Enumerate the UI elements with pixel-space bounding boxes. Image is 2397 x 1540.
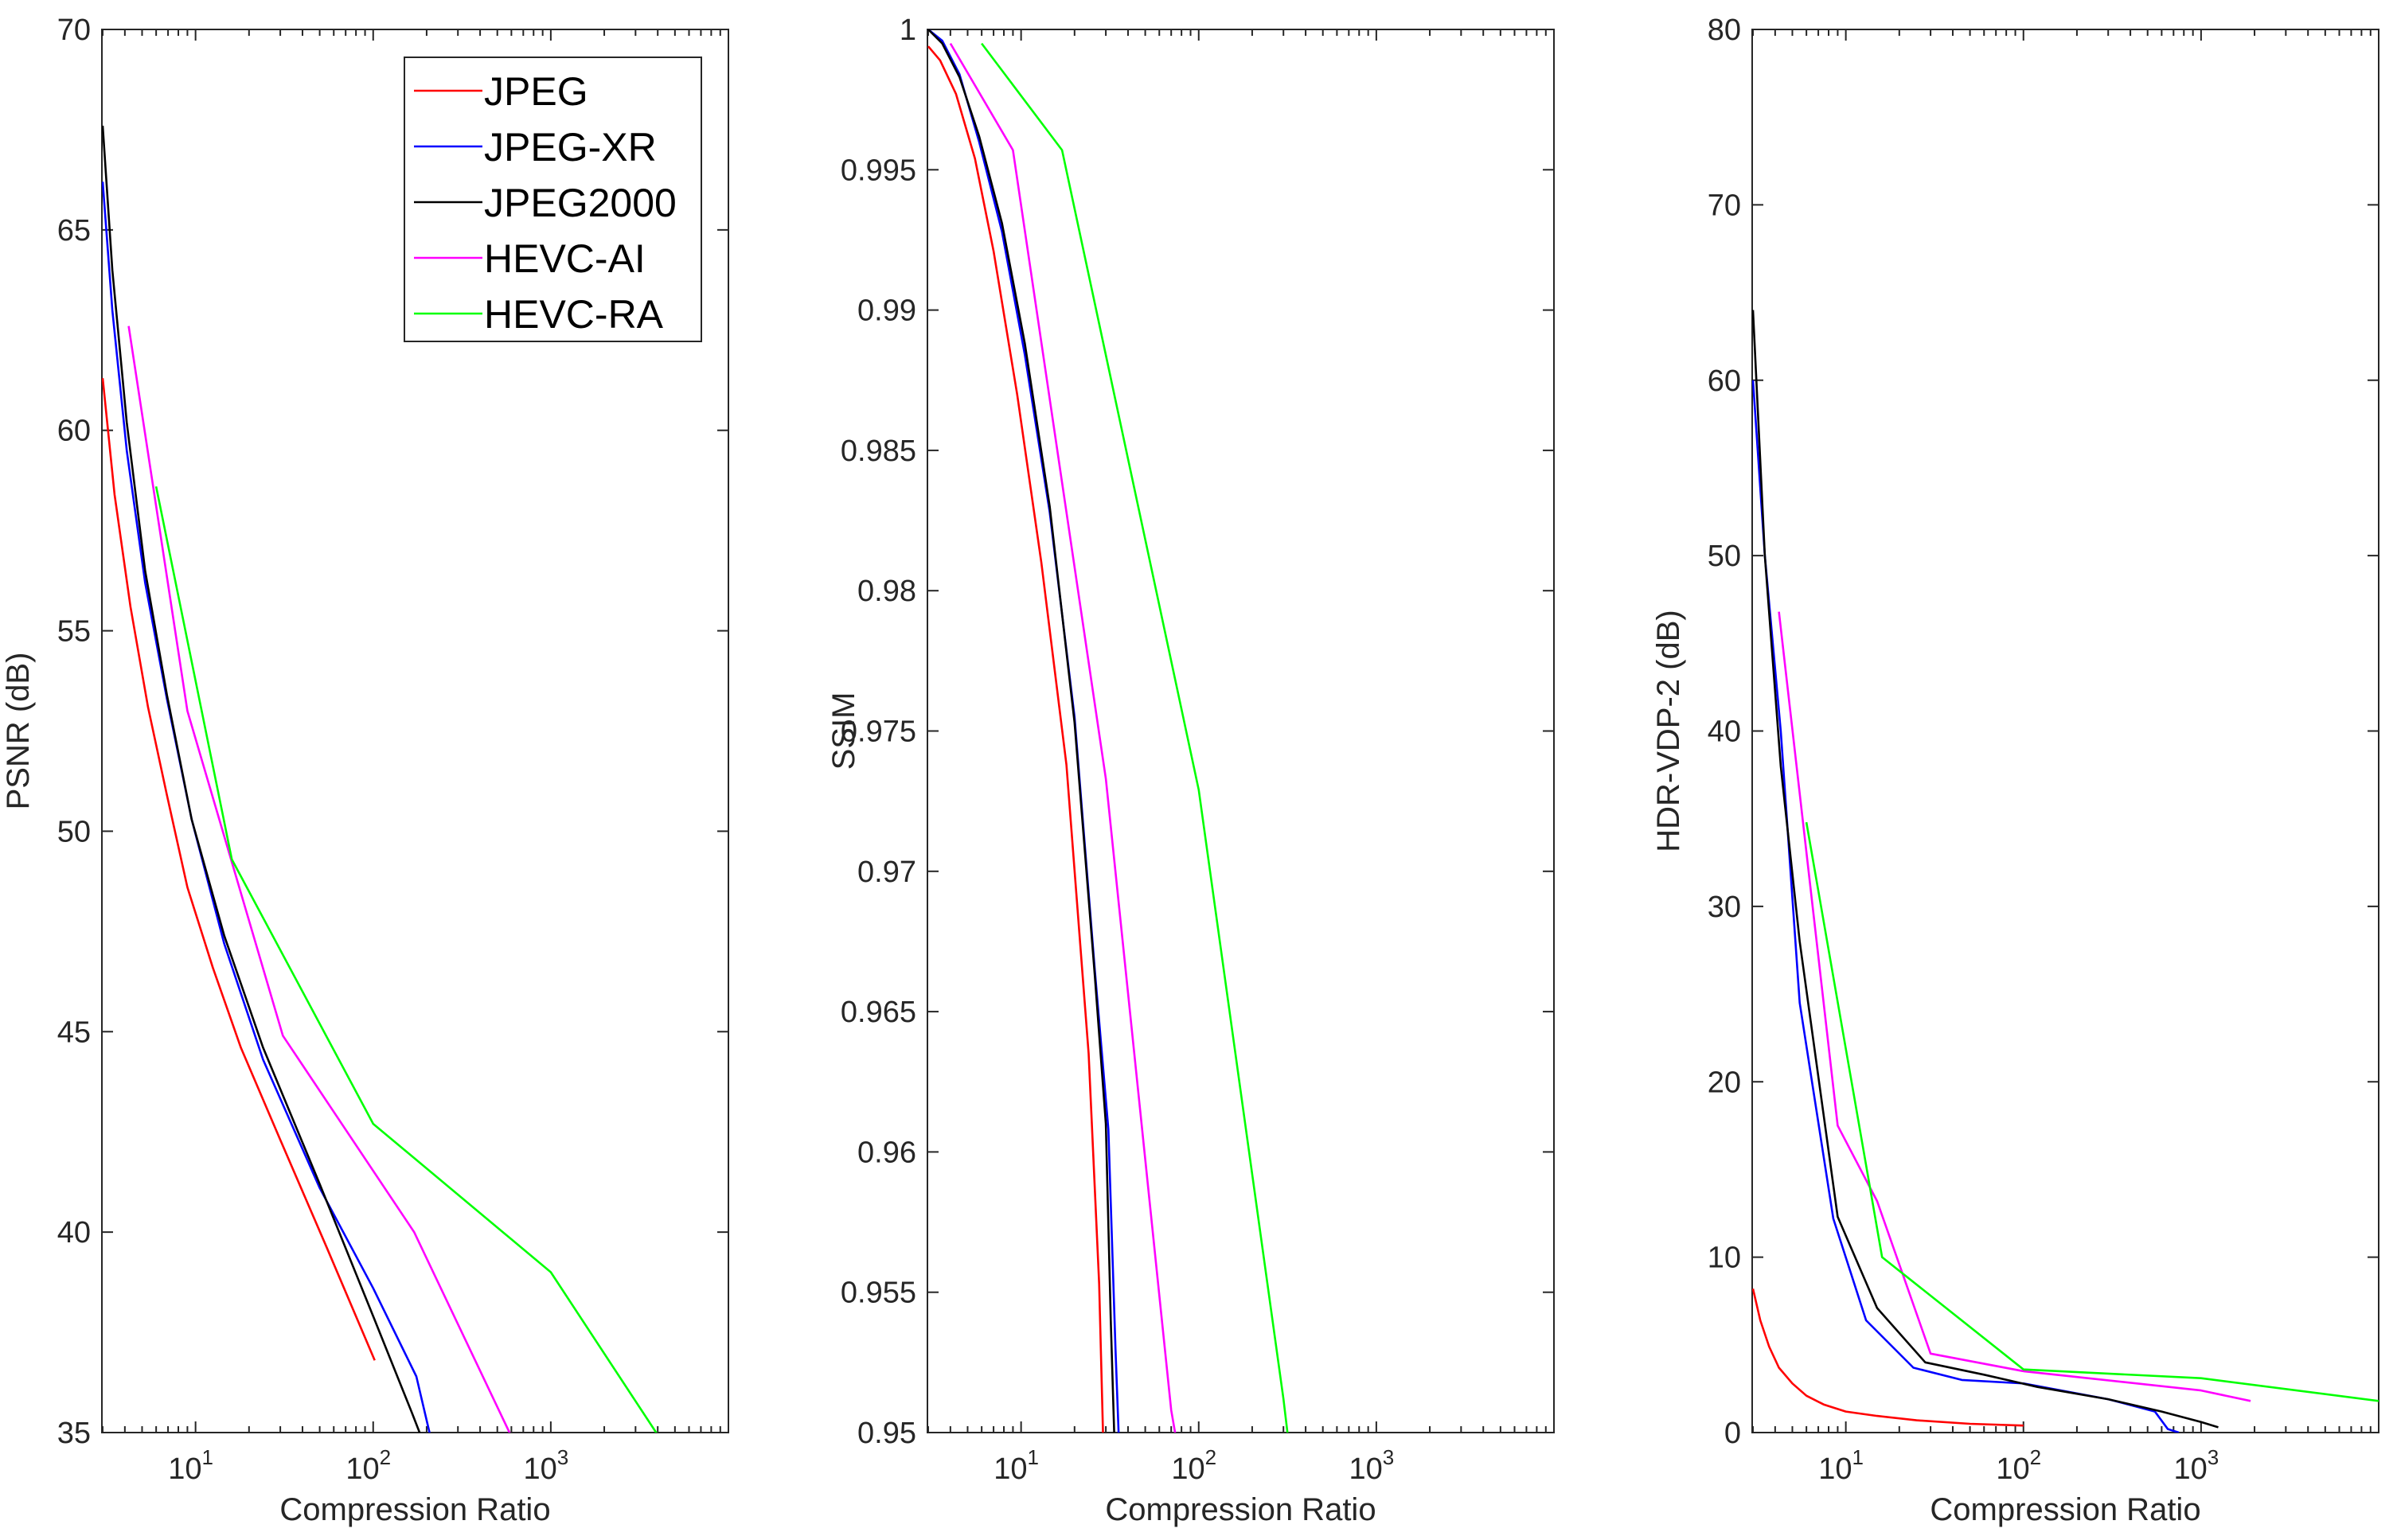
psnr-series-jpeg <box>102 378 376 1361</box>
psnr-ytick-label: 40 <box>57 1216 91 1250</box>
psnr-xtick-label: 102 <box>345 1445 391 1486</box>
ssim-ytick-label: 0.955 <box>841 1277 916 1310</box>
hdr-vdp2-ytick-label: 40 <box>1708 715 1741 749</box>
psnr-ytick-label: 65 <box>57 214 91 248</box>
hdr-vdp2-axes-frame <box>1751 29 2379 1433</box>
ssim-ytick-label: 0.97 <box>857 856 916 889</box>
psnr-ytick-label: 50 <box>57 815 91 848</box>
legend-label-hevc-ai: HEVC-AI <box>484 236 646 281</box>
ssim-ytick-label: 0.995 <box>841 154 916 187</box>
legend-label-jpeg-xr: JPEG-XR <box>484 125 657 170</box>
psnr-ytick-label: 70 <box>57 14 91 47</box>
ssim-xlabel: Compression Ratio <box>1105 1492 1376 1527</box>
ssim-series-jpeg <box>927 45 1104 1433</box>
hdr-vdp2-series-jpeg-xr <box>1752 380 2180 1433</box>
hdr-vdp2-xtick-label: 103 <box>2174 1445 2219 1486</box>
legend: JPEG JPEG-XR JPEG2000 HEVC-AI HEVC-RA <box>404 57 702 342</box>
psnr-series-hevc-ai <box>127 326 511 1433</box>
ssim-ytick-label: 0.98 <box>857 575 916 608</box>
ssim-xtick-label: 102 <box>1171 1445 1216 1486</box>
ssim-ytick-label: 0.965 <box>841 996 916 1029</box>
hdr-vdp2-series-jpeg2000 <box>1752 310 2219 1429</box>
legend-box <box>404 57 702 342</box>
ssim-ytick-label: 0.975 <box>841 715 916 749</box>
hdr-vdp2-ytick-label: 50 <box>1708 540 1741 573</box>
ssim-ylabel: SSIM <box>826 692 861 770</box>
ssim-ytick-label: 0.96 <box>857 1136 916 1169</box>
hdr-vdp2-panel: 0 10 20 30 40 50 60 70 80 101 102 103 Compression Ra… <box>1651 14 2379 1527</box>
psnr-ylabel: PSNR (dB) <box>1 653 36 810</box>
hdr-vdp2-ytick-label: 20 <box>1708 1066 1741 1099</box>
hdr-vdp2-ylabel: HDR-VDP-2 (dB) <box>1651 610 1686 852</box>
hdr-vdp2-ytick-label: 10 <box>1708 1242 1741 1275</box>
hdr-vdp2-series-jpeg <box>1752 1289 2024 1427</box>
psnr-ytick-label: 60 <box>57 415 91 448</box>
legend-label-jpeg: JPEG <box>484 69 588 114</box>
ssim-panel: 0.95 0.955 0.96 0.965 0.97 0.975 0.98 0.985 0.99… <box>826 14 1555 1527</box>
ssim-series-hevc-ai <box>949 42 1177 1433</box>
hdr-vdp2-ytick-label: 80 <box>1708 14 1741 47</box>
ssim-axes-frame <box>927 29 1555 1433</box>
psnr-series-hevc-ra <box>154 485 658 1433</box>
legend-label-jpeg2000: JPEG2000 <box>484 181 677 225</box>
hdr-vdp2-ytick-label: 70 <box>1708 189 1741 222</box>
ssim-series-jpeg-xr <box>927 29 1120 1433</box>
hdr-vdp2-series-hevc-ra <box>1805 821 2379 1402</box>
ssim-series-jpeg2000 <box>927 29 1115 1433</box>
hdr-vdp2-ytick-label: 30 <box>1708 891 1741 924</box>
psnr-panel: 35 40 45 50 55 60 65 70 101 102 103 Compression Rat… <box>1 14 729 1527</box>
psnr-series-jpeg2000 <box>102 125 421 1433</box>
hdr-vdp2-ytick-label: 0 <box>1724 1417 1741 1450</box>
ssim-ytick-label: 0.99 <box>857 294 916 328</box>
ssim-ytick-label: 0.95 <box>857 1417 916 1450</box>
hdr-vdp2-xlabel: Compression Ratio <box>1930 1492 2200 1527</box>
psnr-ytick-label: 35 <box>57 1417 91 1450</box>
hdr-vdp2-ytick-label: 60 <box>1708 365 1741 398</box>
legend-label-hevc-ra: HEVC-RA <box>484 292 664 337</box>
psnr-ytick-label: 55 <box>57 615 91 649</box>
psnr-xlabel: Compression Ratio <box>279 1492 550 1527</box>
psnr-series-jpeg-xr <box>102 181 431 1433</box>
hdr-vdp2-xtick-label: 102 <box>1996 1445 2041 1486</box>
ssim-ytick-label: 1 <box>900 14 916 47</box>
ssim-ytick-label: 0.985 <box>841 435 916 468</box>
psnr-xtick-label: 103 <box>524 1445 569 1486</box>
ssim-series-hevc-ra <box>981 42 1289 1433</box>
psnr-xtick-label: 101 <box>168 1445 213 1486</box>
ssim-xtick-label: 101 <box>994 1445 1039 1486</box>
ssim-xtick-label: 103 <box>1349 1445 1395 1486</box>
hdr-vdp2-series-hevc-ai <box>1778 611 2251 1402</box>
psnr-ytick-label: 45 <box>57 1016 91 1049</box>
hdr-vdp2-xtick-label: 101 <box>1818 1445 1864 1486</box>
